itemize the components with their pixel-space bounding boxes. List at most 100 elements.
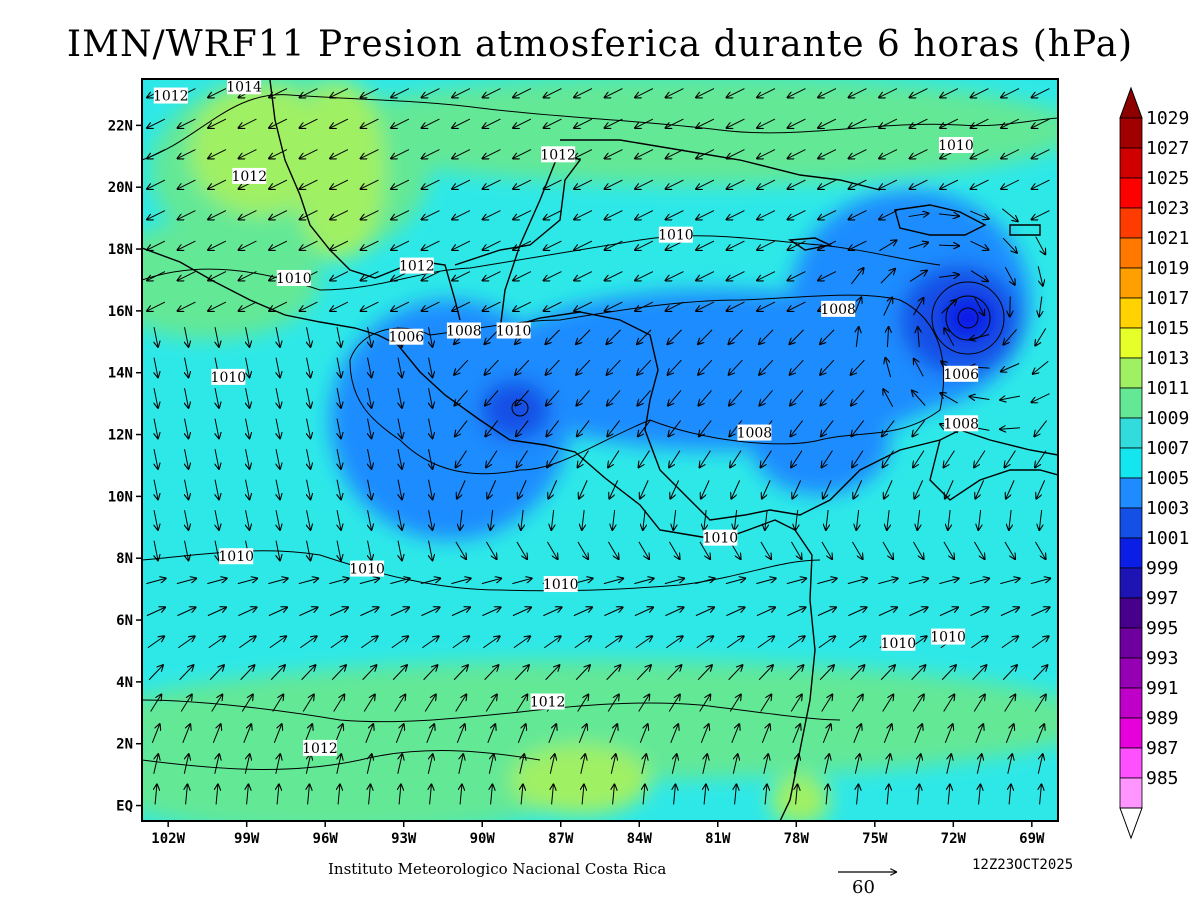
legend-swatch-3 <box>1119 207 1143 239</box>
legend-bottom-triangle <box>1119 807 1143 840</box>
wind-vector-field <box>146 88 1050 805</box>
legend-label-5: 1019 <box>1146 258 1189 279</box>
legend-label-18: 993 <box>1146 648 1179 669</box>
legend-label-21: 987 <box>1146 738 1179 759</box>
coastline-south-america-pacific <box>779 554 816 821</box>
lat-label-0: 22N <box>108 118 133 134</box>
legend-swatch-1 <box>1119 147 1143 179</box>
legend-label-10: 1009 <box>1146 408 1189 429</box>
isobar-label-9: 1006 <box>389 328 425 346</box>
isobar-label-20: 1010 <box>881 634 917 652</box>
lat-label-4: 14N <box>108 366 133 382</box>
lat-label-7: 8N <box>116 551 133 567</box>
lat-label-3: 16N <box>108 304 133 320</box>
isobar-label-17: 1010 <box>349 560 385 578</box>
isobar-label-11: 1008 <box>820 300 856 318</box>
legend-label-1: 1027 <box>1146 138 1189 159</box>
legend-swatch-0 <box>1119 117 1143 149</box>
isobar-label-10: 1010 <box>496 322 531 340</box>
legend-label-17: 995 <box>1146 618 1179 639</box>
longitude-axis: 102W 99W 96W 93W 90W 87W 84W 81W 78W 75W 72W 69W <box>151 821 1045 847</box>
legend-label-16: 997 <box>1146 588 1179 609</box>
legend-label-20: 989 <box>1146 708 1179 729</box>
legend-swatch-7 <box>1119 327 1143 359</box>
isobar-low-center-1 <box>957 307 979 329</box>
legend-swatch-18 <box>1119 657 1143 689</box>
coastline-hispaniola <box>894 204 987 236</box>
lat-label-11: EQ <box>116 799 133 815</box>
legend-label-13: 1003 <box>1146 498 1189 519</box>
legend-swatch-19 <box>1119 687 1143 719</box>
svg-text:1008: 1008 <box>820 302 856 318</box>
lat-label-1: 20N <box>108 180 133 196</box>
legend-swatch-9 <box>1119 387 1143 419</box>
lon-label-5: 87W <box>548 831 574 847</box>
isobar-label-4: 1012 <box>540 146 576 163</box>
coastline-jamaica <box>787 237 833 251</box>
legend-swatch-20 <box>1119 717 1143 749</box>
svg-text:1010: 1010 <box>276 271 312 287</box>
legend-swatch-11 <box>1119 447 1143 479</box>
svg-text:1008: 1008 <box>446 324 482 340</box>
svg-text:1014: 1014 <box>226 79 262 95</box>
isobar-labels: 1012 1014 1012 1010 1012 1010 1010 1012 1008 1006… <box>153 78 979 757</box>
svg-text:1006: 1006 <box>389 330 425 346</box>
coastline-cuba <box>560 139 881 191</box>
svg-text:1010: 1010 <box>703 531 739 547</box>
svg-text:1010: 1010 <box>881 636 917 652</box>
map-title: IMN/WRF11 Presion atmosferica durante 6 … <box>66 24 1134 65</box>
svg-text:1008: 1008 <box>737 426 773 442</box>
plot-area: 1012 1014 1012 1010 1012 1010 1010 1012 1008 1006… <box>141 78 1059 822</box>
svg-text:1012: 1012 <box>231 169 267 185</box>
isobar-label-14: 1008 <box>737 424 773 442</box>
svg-text:1010: 1010 <box>218 549 254 565</box>
isobar-label-12: 1006 <box>943 365 979 383</box>
legend-swatch-15 <box>1119 567 1143 599</box>
isobar-low-center-3 <box>931 281 1005 355</box>
svg-text:1010: 1010 <box>930 630 966 646</box>
legend-swatch-5 <box>1119 267 1143 299</box>
legend-swatch-2 <box>1119 177 1143 209</box>
lon-label-11: 69W <box>1019 831 1045 847</box>
legend-label-2: 1025 <box>1146 168 1189 189</box>
legend-label-9: 1011 <box>1146 378 1189 399</box>
isobar-label-15: 1010 <box>211 368 246 386</box>
lat-label-5: 12N <box>108 428 133 444</box>
legend-swatch-10 <box>1119 417 1143 449</box>
legend-label-8: 1013 <box>1146 348 1189 369</box>
lat-label-6: 10N <box>108 489 133 505</box>
legend-label-12: 1005 <box>1146 468 1189 489</box>
isobar-1012-south <box>142 699 841 723</box>
isobar-label-19: 1010 <box>703 529 739 547</box>
lat-label-9: 4N <box>116 675 133 691</box>
lat-label-8: 6N <box>116 613 133 629</box>
coastline-venezuela <box>929 439 1058 501</box>
lon-label-4: 90W <box>470 831 496 847</box>
legend-swatch-12 <box>1119 477 1143 509</box>
legend-label-4: 1021 <box>1146 228 1189 249</box>
legend-swatch-6 <box>1119 297 1143 329</box>
isobar-label-21: 1010 <box>930 628 966 646</box>
legend-label-22: 985 <box>1146 768 1179 789</box>
isobar-label-16: 1010 <box>218 548 254 565</box>
svg-text:1010: 1010 <box>349 562 385 578</box>
legend-swatch-4 <box>1119 237 1143 269</box>
isobar-label-1: 1014 <box>226 78 262 95</box>
isobar-label-22: 1012 <box>530 693 565 711</box>
svg-text:1006: 1006 <box>943 367 979 383</box>
isobar-label-0: 1012 <box>153 87 189 105</box>
lon-label-6: 84W <box>627 831 653 847</box>
lat-label-10: 2N <box>116 737 133 753</box>
isobar-label-18: 1010 <box>543 576 579 593</box>
legend-swatch-21 <box>1119 747 1143 779</box>
isobar-label-2: 1012 <box>231 167 267 185</box>
legend-label-3: 1023 <box>1146 198 1189 219</box>
isobar-label-8: 1008 <box>446 322 482 340</box>
legend-swatch-14 <box>1119 537 1143 569</box>
isobar-1010-middle <box>142 550 821 592</box>
isobar-label-7: 1012 <box>399 257 435 275</box>
svg-text:1012: 1012 <box>399 259 435 275</box>
legend-label-14: 1001 <box>1146 528 1189 549</box>
svg-text:1012: 1012 <box>540 147 576 163</box>
